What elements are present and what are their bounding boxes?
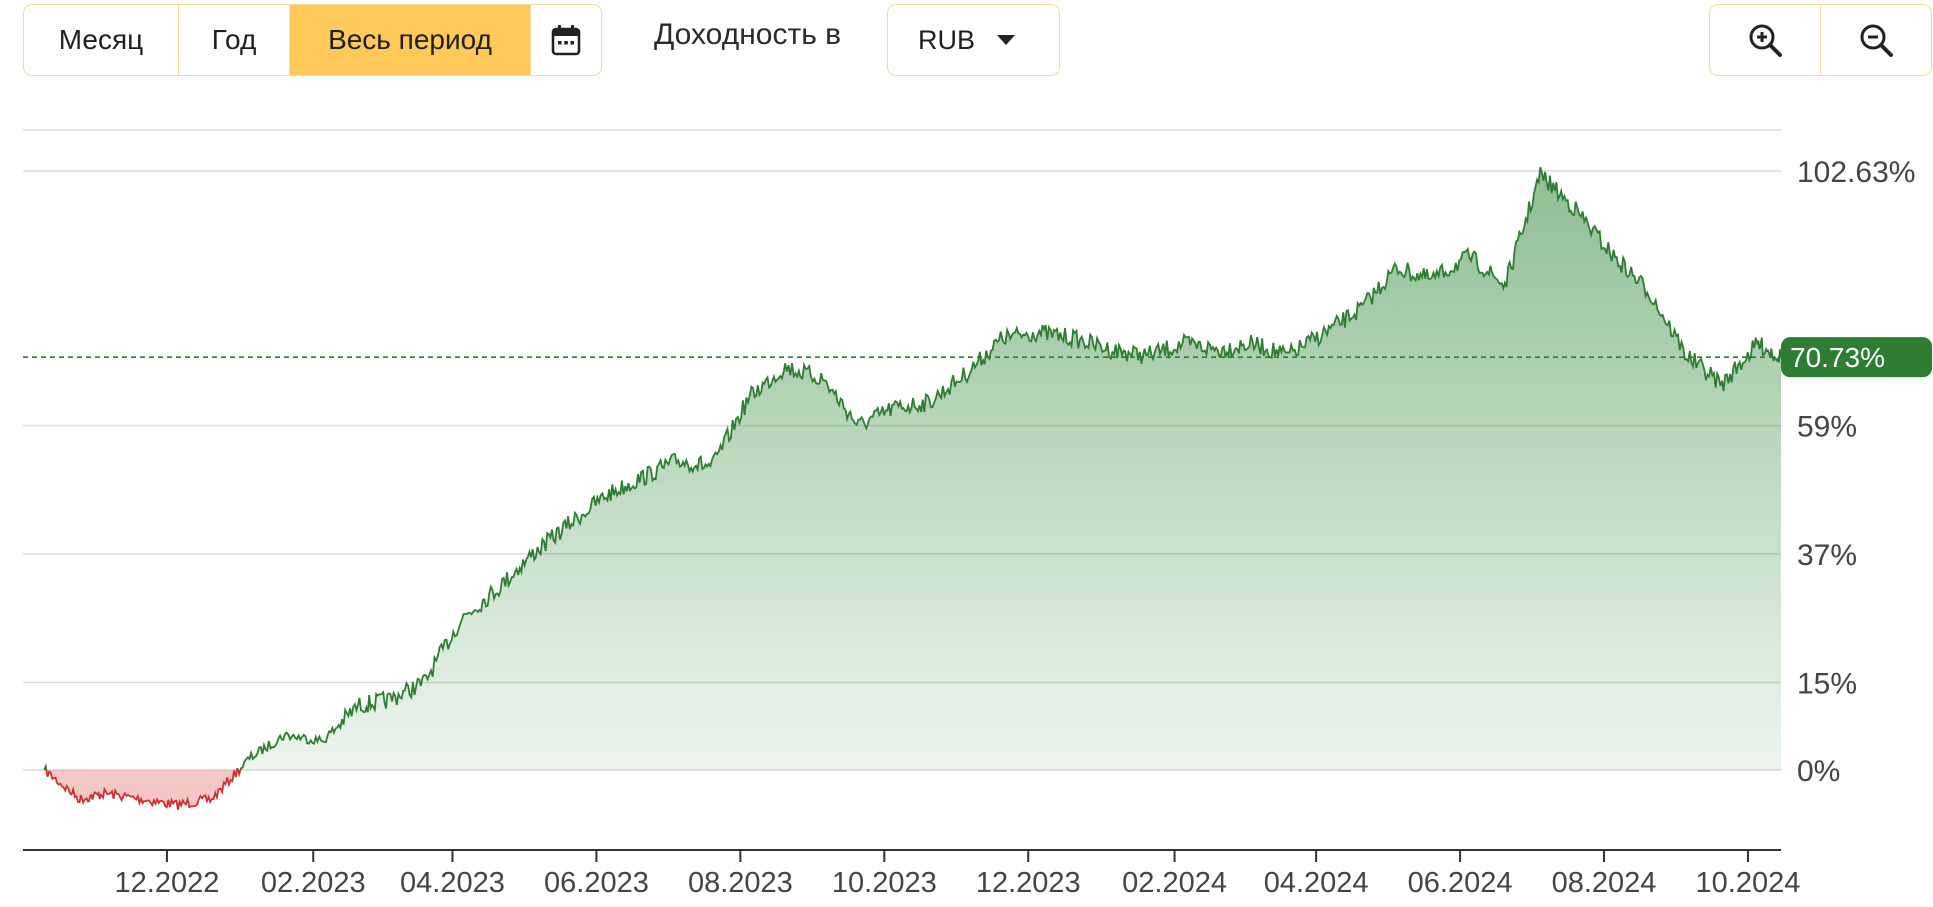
x-tick-label: 02.2023: [261, 867, 366, 899]
current-value-label: 70.73%: [1790, 342, 1885, 373]
x-tick-label: 08.2023: [688, 867, 793, 899]
tab-month[interactable]: Месяц: [24, 5, 179, 75]
x-tick-label: 10.2024: [1696, 867, 1801, 899]
negative-return-area: [44, 770, 1781, 810]
x-tick-label: 06.2023: [544, 867, 649, 899]
positive-return-line: [43, 167, 1782, 770]
y-tick-label: 59%: [1797, 411, 1857, 444]
y-tick-label: 37%: [1797, 539, 1857, 572]
calendar-icon: [551, 25, 580, 56]
period-segmented-control: Месяц Год Весь период: [23, 4, 602, 76]
return-currency-label: Доходность в: [654, 18, 842, 51]
positive-return-area: [44, 167, 1781, 770]
zoom-in-button[interactable]: [1710, 5, 1821, 75]
x-tick-label: 12.2022: [115, 867, 220, 899]
zoom-controls: [1709, 4, 1932, 76]
x-tick-label: 06.2024: [1408, 867, 1513, 899]
y-tick-label: 15%: [1797, 667, 1857, 700]
y-tick-label: 102.63%: [1797, 156, 1915, 189]
calendar-button[interactable]: [531, 5, 600, 75]
chevron-down-icon: [997, 35, 1016, 45]
currency-value: RUB: [918, 24, 976, 55]
x-tick-label: 08.2024: [1552, 867, 1657, 899]
tab-all-period[interactable]: Весь период: [290, 5, 531, 75]
y-tick-label: 0%: [1797, 755, 1840, 788]
x-tick-label: 12.2023: [976, 867, 1081, 899]
tab-year[interactable]: Год: [179, 5, 290, 75]
currency-select[interactable]: RUB: [887, 4, 1060, 76]
x-tick-label: 04.2024: [1264, 867, 1369, 899]
current-value-badge: [1781, 337, 1932, 378]
x-tick-label: 10.2023: [832, 867, 937, 899]
zoom-out-button[interactable]: [1821, 5, 1931, 75]
zoom-in-icon: [1749, 24, 1782, 57]
x-tick-label: 04.2023: [400, 867, 505, 899]
x-tick-label: 02.2024: [1122, 867, 1227, 899]
zoom-out-icon: [1860, 24, 1893, 57]
